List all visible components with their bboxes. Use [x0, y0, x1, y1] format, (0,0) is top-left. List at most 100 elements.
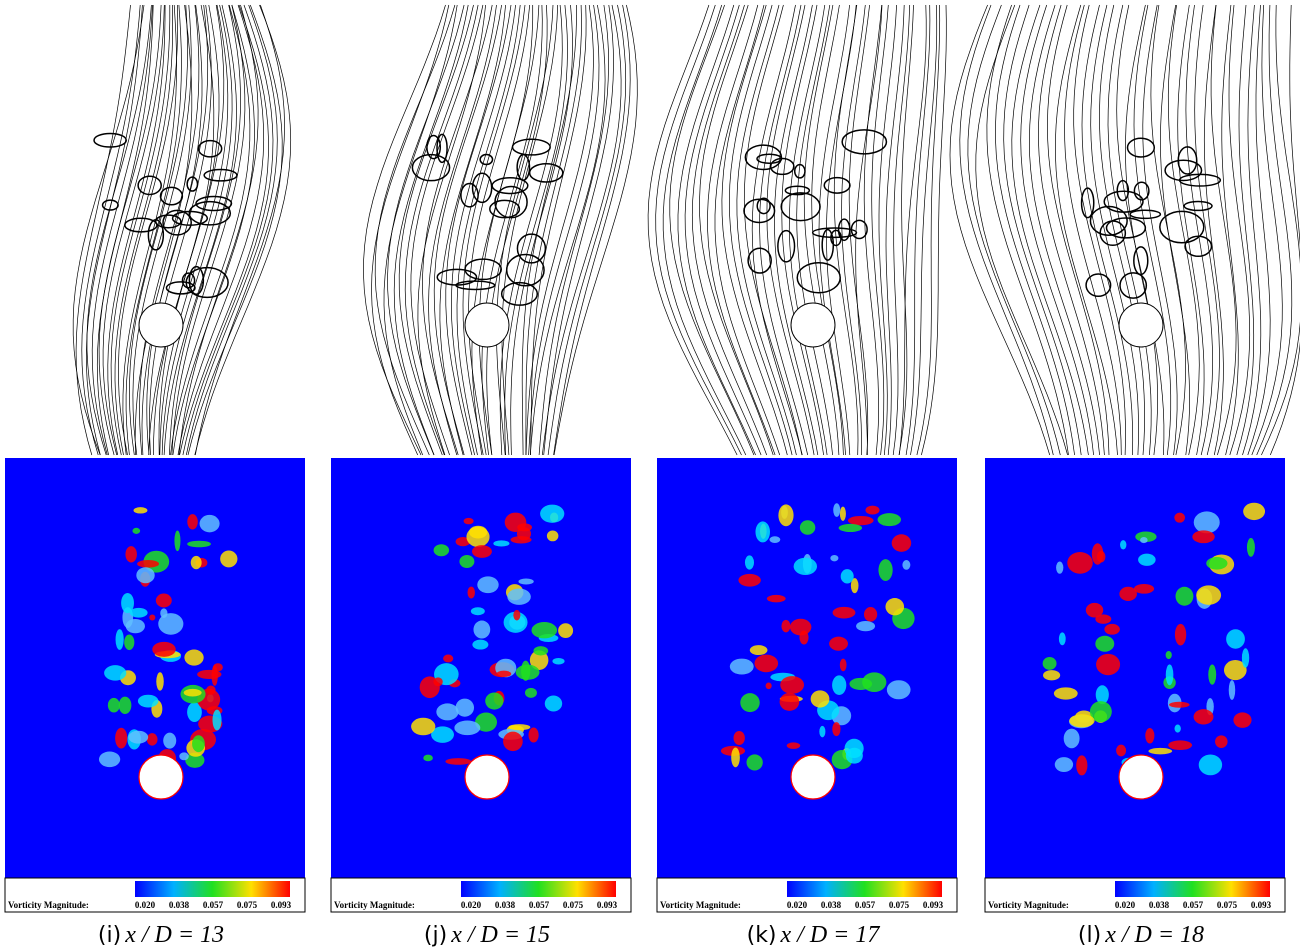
vortex-blob: [778, 504, 793, 526]
vortex-blob: [1199, 754, 1222, 775]
vortex-blob: [545, 696, 562, 712]
colorbar-tick-label: 0.093: [271, 900, 292, 910]
vortex-blob: [411, 718, 435, 736]
vortex-blob: [1194, 511, 1220, 533]
vortex-blob: [1064, 729, 1080, 749]
vortex: [1090, 206, 1127, 235]
streamline: [921, 5, 946, 455]
streamline: [1186, 5, 1213, 455]
vortex-blob: [445, 758, 471, 765]
streamline: [423, 5, 493, 455]
vortex: [490, 200, 520, 217]
vortex-blob: [507, 589, 530, 605]
vortex-blob: [734, 731, 745, 745]
cylinder: [791, 755, 835, 799]
vortex-blob: [187, 514, 197, 529]
streamlines: [364, 5, 638, 455]
vortex-blob: [156, 672, 164, 690]
vortex-blob: [115, 728, 127, 749]
vortex-blob: [191, 556, 202, 569]
streamline: [976, 5, 1068, 455]
vortex: [189, 202, 230, 225]
colorbar-tick-label: 0.093: [597, 900, 618, 910]
streamline: [1237, 5, 1254, 455]
streamline: [663, 5, 746, 455]
caption-equation: x / D = 17: [780, 922, 881, 948]
streamline: [86, 5, 142, 455]
streamline: [1021, 5, 1094, 455]
vortex-blob: [477, 576, 498, 593]
vortex-blob: [840, 507, 846, 521]
streamline: [960, 5, 1054, 455]
streamline: [457, 5, 520, 455]
vortex-blob: [496, 671, 511, 677]
vortex-blob: [521, 661, 530, 681]
colorbar-tick-label: 0.093: [923, 900, 944, 910]
streamline: [173, 5, 255, 455]
streamline: [917, 5, 940, 455]
vortex: [745, 145, 781, 169]
vortex-blob: [1175, 624, 1186, 646]
colorbar: [1115, 881, 1270, 897]
cylinder: [465, 755, 509, 799]
streamline: [472, 5, 533, 455]
vortex: [125, 218, 157, 232]
caption-equation: x / D = 13: [124, 922, 224, 948]
vortex-blob: [781, 620, 790, 632]
colorbar-tick-label: 0.075: [237, 900, 258, 910]
colorbar: [461, 881, 616, 897]
streamline: [440, 5, 506, 455]
streamline: [899, 5, 926, 455]
vortex: [492, 178, 528, 194]
streamline: [1168, 5, 1199, 455]
vortex-blob: [1242, 648, 1249, 667]
vortex-blob: [892, 534, 912, 552]
vortex-blob: [745, 555, 754, 569]
vortex-blob: [528, 728, 538, 743]
streamline: [1178, 5, 1204, 455]
vortex-blob: [471, 607, 485, 615]
vorticity-field: [5, 458, 305, 878]
vortex-blob: [128, 731, 148, 744]
colorbar-tick-label: 0.093: [1251, 900, 1272, 910]
cylinder: [139, 755, 183, 799]
vortex: [781, 193, 820, 221]
streamline: [1270, 5, 1300, 455]
vortex-blob: [1196, 585, 1221, 605]
vortex-blob: [472, 545, 492, 558]
vortex-blob: [119, 697, 132, 714]
streamline: [692, 5, 766, 455]
streamline: [950, 5, 1050, 455]
vortex: [748, 248, 771, 273]
streamline: [1055, 5, 1117, 455]
vortex-blob: [513, 610, 520, 621]
streamline: [511, 5, 573, 455]
vortex-blob: [902, 560, 910, 570]
vortex-blob: [1175, 725, 1181, 733]
vortex: [842, 130, 886, 154]
vortex-blob: [1206, 557, 1227, 570]
streamline: [186, 5, 277, 455]
vortex-blob: [108, 698, 120, 713]
vortex-blob: [525, 688, 537, 698]
vortex-blob: [531, 622, 557, 638]
streamline: [542, 5, 621, 455]
vortex-blob: [132, 528, 140, 534]
vortex-blob: [1120, 540, 1126, 549]
vortex: [1120, 273, 1146, 298]
streamline: [678, 5, 756, 455]
streamline: [364, 5, 446, 455]
streamline: [463, 5, 525, 455]
vortex-blob: [1194, 709, 1214, 724]
vortex-blob: [1243, 503, 1265, 520]
vortex: [94, 133, 126, 147]
streamline: [744, 5, 802, 455]
caption-label: (j): [424, 923, 447, 948]
vortex-blob: [124, 634, 134, 650]
caption: (j) x / D = 15: [424, 922, 550, 948]
vortex-blob: [99, 752, 120, 768]
caption-label: (i): [98, 923, 121, 948]
caption: (l) x / D = 18: [1078, 922, 1204, 948]
colorbar-tick-label: 0.057: [1183, 900, 1204, 910]
cylinder: [1119, 303, 1163, 347]
